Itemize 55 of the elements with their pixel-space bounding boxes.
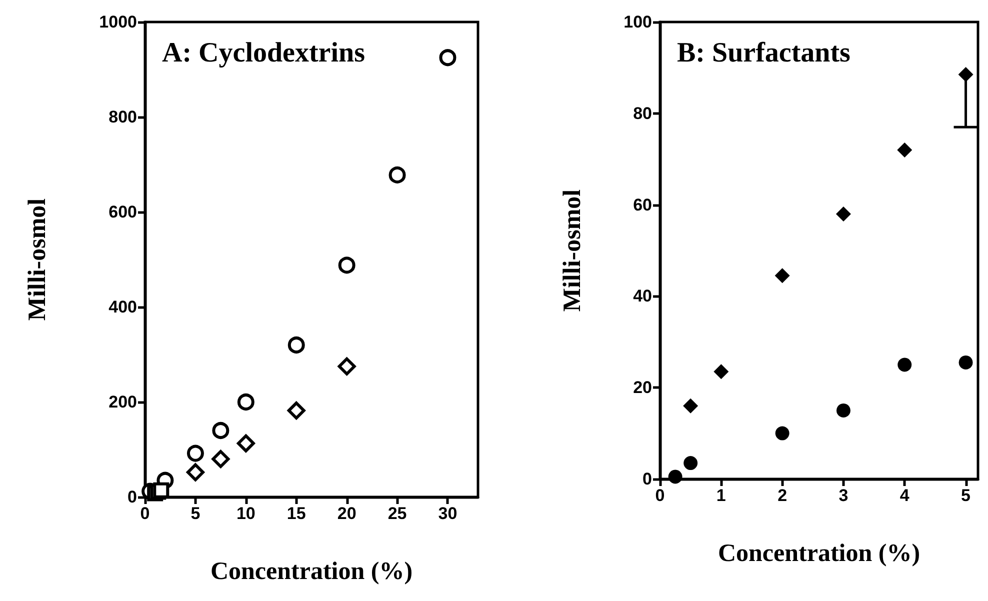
y-tick-label: 40 (633, 286, 652, 306)
y-tick-label: 80 (633, 104, 652, 123)
text: A: Cyclodextrins (162, 38, 366, 68)
point (897, 142, 912, 158)
point (237, 394, 254, 410)
x-tick-label: 10 (236, 504, 256, 523)
point (683, 398, 698, 414)
y-tick-label: 100 (624, 12, 652, 32)
x-tick-label: 0 (655, 486, 665, 505)
y-tick-label: 20 (633, 378, 652, 398)
x-tick-label: 15 (286, 504, 306, 523)
point (774, 268, 790, 284)
point (236, 434, 255, 452)
y-tick-label: 400 (108, 298, 137, 316)
point (338, 357, 356, 376)
y-tick-label: 600 (108, 202, 137, 222)
point (338, 256, 356, 274)
y-tick-label: 60 (633, 195, 652, 214)
point (186, 463, 204, 482)
point (836, 403, 850, 418)
x-axis-title: Concentration (%) (718, 540, 920, 567)
point (212, 450, 230, 468)
x-tick-label: 1 (716, 486, 726, 505)
point (668, 470, 682, 484)
point (898, 358, 912, 372)
x-axis-title: Concentration (%) (210, 558, 413, 585)
x-tick-label: 3 (838, 486, 848, 505)
y-axis-title: Milli-osmol (24, 198, 51, 321)
point (684, 456, 698, 470)
x-tick-label: 25 (388, 504, 407, 523)
point (186, 444, 204, 462)
x-tick-label: 5 (961, 486, 971, 505)
point (287, 402, 306, 420)
point (714, 364, 729, 380)
y-axis-title: Milli-osmol (559, 189, 586, 312)
point (153, 482, 170, 498)
x-tick-label: 5 (190, 504, 200, 523)
y-tick-label: 0 (642, 470, 652, 488)
point (836, 206, 851, 222)
point (212, 422, 230, 439)
x-tick-label: 20 (337, 504, 356, 523)
point (439, 49, 456, 66)
x-tick-label: 2 (778, 486, 788, 505)
point (388, 166, 406, 184)
x-tick-label: 30 (438, 504, 458, 523)
text: B: Surfactants (677, 38, 851, 68)
x-tick-label: 0 (140, 504, 150, 523)
point (775, 426, 790, 440)
y-tick-label: 800 (108, 108, 137, 126)
y-tick-label: 1000 (99, 12, 137, 32)
point (288, 336, 305, 354)
y-tick-label: 200 (108, 392, 137, 412)
point (958, 67, 974, 82)
point (958, 355, 973, 370)
x-tick-label: 4 (900, 486, 910, 505)
